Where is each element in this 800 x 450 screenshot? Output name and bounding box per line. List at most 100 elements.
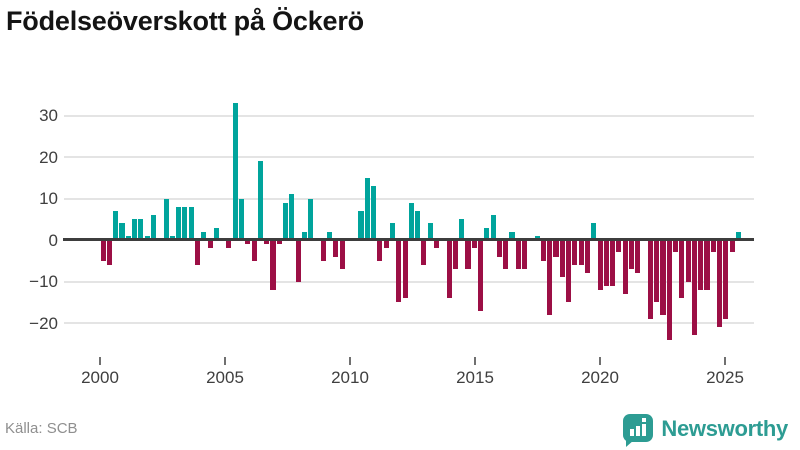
positive-bar (213, 227, 219, 240)
y-tick-label: 0 (48, 230, 58, 250)
newsworthy-logo-text: Newsworthy (661, 416, 788, 441)
x-axis-tick (599, 357, 601, 365)
source-label: Källa: SCB (5, 420, 78, 437)
positive-bar (138, 219, 144, 240)
negative-bar (295, 240, 301, 282)
positive-bar (509, 231, 515, 240)
y-tick-label: −10 (29, 272, 58, 291)
x-tick-label: 2025 (706, 368, 744, 387)
negative-bar (610, 240, 616, 286)
positive-bar (144, 235, 150, 240)
positive-bar (169, 235, 175, 240)
positive-bar (389, 223, 396, 240)
x-tick-label: 2020 (581, 368, 619, 387)
negative-bar (251, 240, 257, 261)
negative-bar (446, 240, 452, 299)
negative-bar (660, 240, 666, 315)
positive-bar (182, 206, 188, 240)
positive-bar (188, 206, 194, 240)
positive-bar (484, 227, 490, 240)
negative-bar (685, 240, 691, 282)
speech-bubble-tail (626, 440, 635, 447)
negative-bar (553, 240, 559, 257)
x-axis-tick (724, 357, 726, 365)
negative-bar (333, 240, 339, 257)
negative-bar (647, 240, 653, 319)
negative-bar (270, 240, 276, 290)
negative-bar (710, 240, 716, 253)
exclamation-dot-icon (642, 418, 647, 422)
positive-bar (301, 231, 307, 240)
negative-bar (691, 240, 697, 336)
negative-bar (339, 240, 345, 270)
positive-bar (238, 198, 245, 240)
positive-bar (459, 219, 465, 240)
positive-bar (327, 231, 333, 240)
positive-bar (119, 223, 125, 240)
positive-bar (125, 235, 131, 240)
negative-bar (465, 240, 471, 270)
newsworthy-logo: Newsworthy (623, 412, 788, 447)
positive-bar (591, 223, 597, 240)
positive-bar (289, 194, 295, 240)
positive-bar (232, 103, 238, 240)
negative-bar (729, 240, 735, 253)
x-tick-label: 2005 (206, 368, 244, 387)
negative-bar (471, 240, 477, 249)
positive-bar (364, 177, 370, 240)
negative-bar (245, 240, 251, 245)
negative-bar (264, 240, 270, 245)
y-tick-label: 10 (39, 189, 58, 208)
positive-bar (408, 202, 414, 240)
positive-bar (490, 215, 496, 240)
gridline (64, 280, 754, 283)
x-axis-tick (474, 357, 476, 365)
negative-bar (396, 240, 402, 303)
positive-bar (415, 210, 421, 240)
negative-bar (207, 240, 213, 249)
x-tick-label: 2015 (456, 368, 494, 387)
negative-bar (402, 240, 408, 299)
negative-bar (723, 240, 729, 319)
positive-bar (176, 206, 182, 240)
positive-bar (735, 231, 741, 240)
positive-bar (163, 198, 169, 240)
positive-bar (534, 235, 540, 240)
positive-bar (283, 202, 289, 240)
negative-bar (628, 240, 635, 270)
negative-bar (572, 240, 578, 265)
newsworthy-logo-icon (623, 414, 654, 447)
negative-bar (566, 240, 572, 303)
negative-bar (478, 240, 484, 311)
negative-bar (106, 240, 112, 265)
negative-bar (540, 240, 546, 261)
x-axis-tick (99, 357, 101, 365)
negative-bar (452, 240, 458, 270)
negative-bar (635, 240, 641, 274)
mini-bar-icon (642, 424, 647, 436)
negative-bar (433, 240, 440, 249)
negative-bar (654, 240, 660, 303)
negative-bar (276, 240, 282, 245)
positive-bar (113, 210, 119, 240)
gridline (64, 322, 754, 324)
positive-bar (257, 161, 263, 240)
negative-bar (377, 240, 383, 261)
positive-bar (358, 210, 364, 240)
negative-bar (503, 240, 509, 270)
negative-bar (194, 240, 201, 265)
negative-bar (672, 240, 679, 253)
positive-bar (150, 215, 156, 240)
negative-bar (717, 240, 723, 328)
gridline (64, 197, 754, 200)
negative-bar (547, 240, 553, 315)
x-tick-label: 2010 (331, 368, 369, 387)
negative-bar (622, 240, 628, 294)
negative-bar (515, 240, 521, 270)
y-tick-label: −20 (29, 313, 58, 333)
positive-bar (308, 198, 314, 240)
negative-bar (698, 240, 704, 290)
negative-bar (584, 240, 591, 274)
